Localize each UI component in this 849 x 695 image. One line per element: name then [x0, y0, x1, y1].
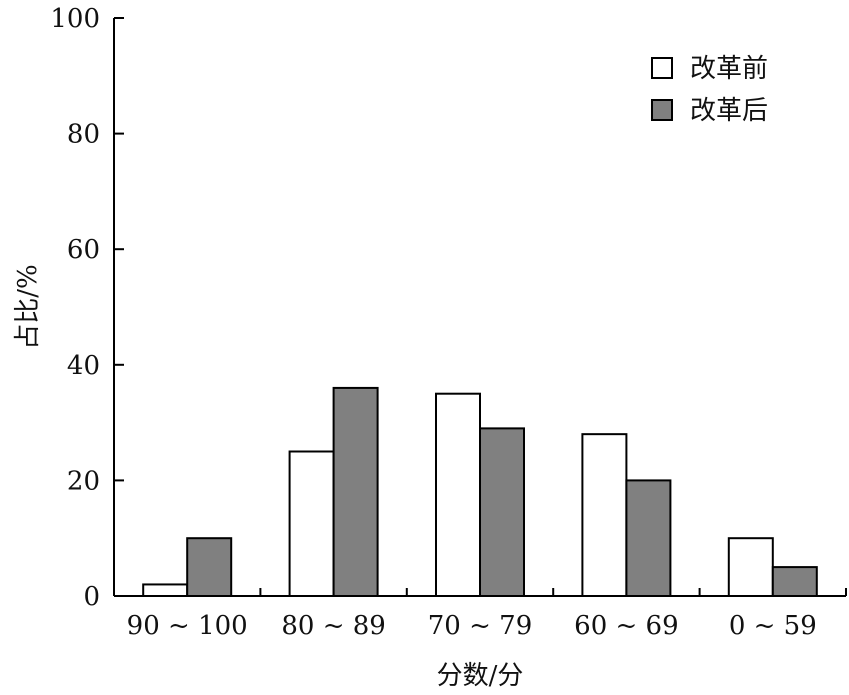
- legend-label: 改革后: [690, 96, 768, 126]
- y-tick-label: 100: [50, 4, 100, 34]
- x-tick-label: 80 ~ 89: [281, 611, 385, 641]
- x-tick-label: 60 ~ 69: [574, 611, 678, 641]
- bar-before: [727, 537, 774, 598]
- y-axis: 0 20 40 60 80 100: [50, 4, 124, 612]
- bar-after: [332, 386, 379, 598]
- bar-before: [142, 583, 189, 598]
- y-tick-label: 80: [67, 120, 100, 150]
- y-tick-label: 0: [83, 582, 100, 612]
- x-tick-label: 0 ~ 59: [729, 611, 817, 641]
- legend-label: 改革前: [690, 54, 768, 84]
- y-tick-label: 60: [67, 235, 100, 265]
- bar-before: [288, 450, 335, 597]
- x-tick-label: 90 ~ 100: [127, 611, 248, 641]
- bar-after: [771, 566, 818, 597]
- legend-swatch: [651, 99, 673, 121]
- y-tick-label: 40: [67, 351, 100, 381]
- bar-before: [581, 433, 628, 597]
- bar-after: [479, 427, 525, 597]
- bar-after: [186, 537, 233, 598]
- bar-after: [625, 479, 672, 597]
- bar-before: [435, 392, 481, 598]
- legend-swatch: [651, 57, 673, 79]
- y-axis-title: 占比/%: [13, 264, 43, 349]
- x-axis-title: 分数/分: [437, 661, 524, 691]
- bars-group: [142, 386, 818, 598]
- y-tick-label: 20: [67, 466, 100, 496]
- x-axis: 90 ~ 100 80 ~ 89 70 ~ 79 60 ~ 69 0 ~ 59: [113, 588, 847, 641]
- x-tick-label: 70 ~ 79: [428, 611, 532, 641]
